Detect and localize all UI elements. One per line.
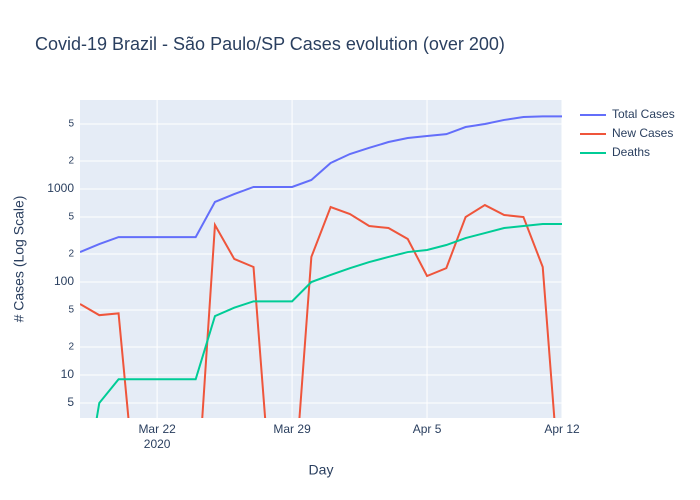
y-tick-label: 10 [61, 367, 75, 381]
chart-title: Covid-19 Brazil - São Paulo/SP Cases evo… [35, 34, 505, 54]
lines [80, 115, 562, 418]
y-tick-label: 5 [68, 212, 74, 223]
legend-label: Total Cases [612, 107, 675, 121]
plot-area [80, 100, 562, 418]
y-axis-title: # Cases (Log Scale) [11, 196, 27, 323]
series-line [80, 115, 562, 253]
x-tick-label: Mar 29 [273, 422, 311, 436]
y-tick-label: 1000 [47, 181, 74, 195]
grid [80, 100, 563, 418]
y-tick-label: 2 [68, 156, 74, 167]
y-tick-label: 100 [54, 274, 74, 288]
x-tick-label: Mar 22 2020 [138, 422, 176, 451]
legend-label: Deaths [612, 145, 650, 159]
series-line [80, 203, 556, 418]
legend: Total Cases New Cases Deaths [580, 107, 675, 159]
y-tick-label: 2 [68, 249, 74, 260]
legend-label: New Cases [612, 126, 673, 140]
x-axis-title: Day [309, 462, 334, 478]
y-tick-label: 2 [68, 342, 74, 353]
x-tick-label: Apr 12 [544, 422, 580, 436]
y-tick-label: 5 [68, 305, 74, 316]
series-line [95, 223, 562, 418]
y-tick-label: 5 [68, 119, 74, 130]
x-tick-label: Apr 5 [413, 422, 442, 436]
y-tick-label: 5 [67, 395, 74, 409]
